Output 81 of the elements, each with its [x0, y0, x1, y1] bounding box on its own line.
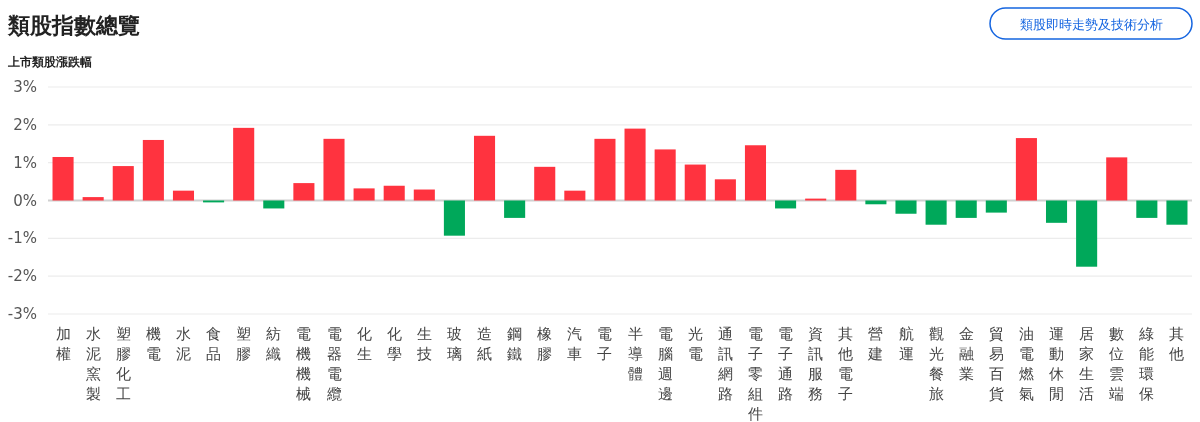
bar: [534, 166, 556, 201]
y-tick-label: 1%: [13, 153, 37, 172]
x-tick-label: 汽車: [567, 325, 583, 363]
x-tick-label: 生技: [415, 325, 432, 363]
x-tick-label: 水泥: [175, 325, 191, 363]
x-tick-label: 造紙: [477, 325, 493, 363]
bar: [383, 185, 405, 201]
x-tick-label: 化生: [356, 325, 372, 363]
bar: [1045, 200, 1068, 223]
bar: [744, 145, 767, 201]
bar: [985, 200, 1007, 213]
x-tick-label: 金融業: [958, 325, 974, 383]
bar: [594, 138, 616, 201]
bar: [1015, 138, 1037, 201]
x-tick-label: 紡織: [265, 325, 282, 363]
x-tick-label: 資訊服務: [808, 325, 824, 403]
x-tick-label: 塑膠化工: [115, 325, 131, 403]
bar: [323, 138, 345, 201]
y-tick-label: 0%: [13, 191, 37, 210]
bar: [955, 200, 977, 218]
x-tick-label: 電機機械: [296, 325, 312, 403]
bar: [233, 127, 255, 201]
x-tick-label: 光電: [687, 325, 703, 363]
y-tick-label: -2%: [7, 267, 37, 286]
x-tick-label: 油電燃氣: [1018, 325, 1034, 403]
x-tick-label: 電子通路: [778, 325, 794, 403]
x-tick-label: 數位雲端: [1109, 325, 1125, 403]
x-tick-label: 觀光餐旅: [928, 325, 944, 403]
bar: [1106, 157, 1128, 201]
bar: [624, 128, 646, 201]
y-tick-label: 2%: [13, 115, 37, 134]
bar: [1136, 200, 1158, 218]
x-tick-label: 營建: [867, 325, 884, 363]
bar: [925, 200, 947, 225]
y-tick-label: -1%: [7, 229, 37, 248]
x-tick-label: 其他電子: [838, 325, 854, 403]
y-tick-label: -3%: [7, 305, 37, 323]
x-tick-label: 電器電纜: [325, 325, 342, 403]
chart-title: 類股指數總覽: [7, 13, 140, 38]
bar: [293, 183, 315, 201]
x-tick-label: 食品: [206, 325, 222, 363]
bar: [684, 164, 706, 201]
bar: [714, 179, 736, 201]
x-tick-label: 橡膠: [537, 325, 553, 363]
x-tick-label: 機電: [145, 325, 161, 363]
x-tick-label: 半導體: [627, 325, 643, 383]
x-tick-label: 玻璃: [446, 325, 462, 363]
bar: [443, 200, 465, 236]
button: 類股即時走勢及技術分析: [989, 7, 1193, 40]
x-tick-label: 電腦週邊: [657, 325, 673, 403]
x-tick-label: 航運: [898, 325, 914, 363]
bar: [82, 197, 104, 201]
x-tick-label: 通訊網路: [716, 325, 733, 403]
bar: [413, 189, 435, 201]
bar: [1166, 200, 1188, 225]
bar: [895, 200, 917, 214]
x-tick-label: 居家生活: [1079, 325, 1095, 403]
x-tick-label: 鋼鐵: [507, 325, 523, 363]
bar: [654, 149, 676, 201]
bar: [1076, 200, 1098, 267]
x-tick-label: 水泥窯製: [85, 325, 101, 403]
x-tick-label: 塑膠: [236, 325, 252, 363]
bar: [52, 156, 74, 201]
bar: [564, 190, 586, 201]
y-tick-label: 3%: [13, 78, 37, 96]
bar: [504, 200, 526, 218]
bar: [172, 190, 195, 201]
x-tick-label: 貿易百貨: [988, 325, 1004, 403]
x-tick-label: 其他: [1169, 325, 1185, 363]
bar: [473, 135, 496, 201]
bar: [112, 166, 134, 201]
x-tick-label: 電子: [597, 325, 613, 363]
y-axis-title: 上市類股漲跌幅: [7, 55, 92, 69]
x-tick-label: 加權: [55, 325, 71, 363]
x-tick-label: 綠能環保: [1138, 325, 1155, 403]
bar: [353, 188, 375, 201]
bar: [142, 139, 164, 201]
x-tick-label: 化學: [386, 325, 402, 363]
x-tick-label: 電子零組件: [746, 325, 763, 422]
x-tick-label: 運動休閒: [1049, 325, 1065, 403]
bar: [835, 169, 857, 201]
